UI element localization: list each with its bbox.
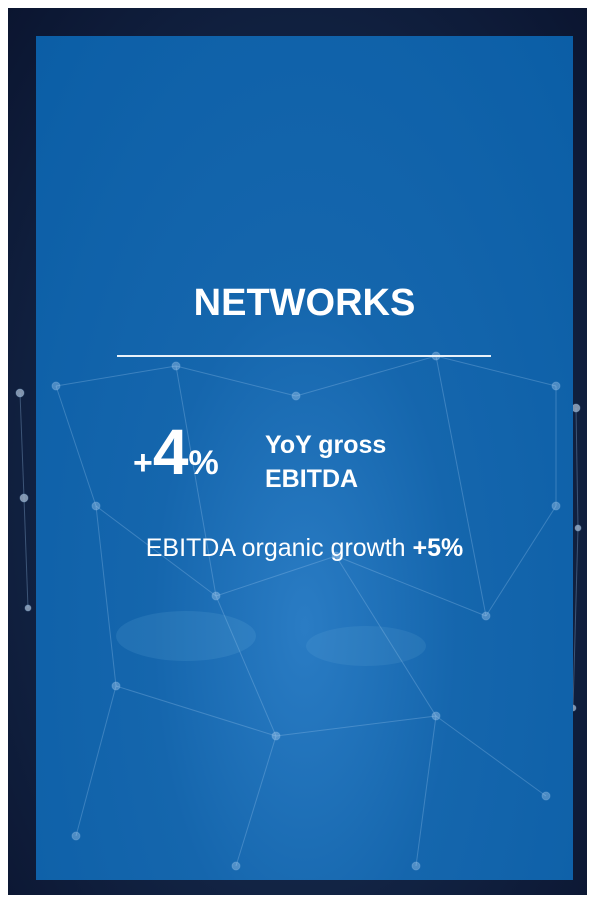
background-image: NETWORKS +4% YoY gross EBITDA EBITDA org… <box>8 8 587 895</box>
headline-figure: +4% <box>133 420 219 484</box>
divider <box>117 355 491 357</box>
detail-highlight: +5% <box>412 534 464 562</box>
headline-number: 4 <box>152 416 189 488</box>
headline-sign: + <box>133 444 153 482</box>
detail-line: EBITDA organic growth +5% <box>36 534 573 563</box>
headline-unit: % <box>188 444 219 482</box>
detail-text: EBITDA organic growth <box>145 534 406 562</box>
headline-description: YoY gross EBITDA <box>265 431 387 493</box>
card: NETWORKS +4% YoY gross EBITDA EBITDA org… <box>36 36 573 880</box>
card-title: NETWORKS <box>193 282 416 324</box>
network-decoration-outer <box>15 388 582 712</box>
network-decoration <box>51 351 561 871</box>
